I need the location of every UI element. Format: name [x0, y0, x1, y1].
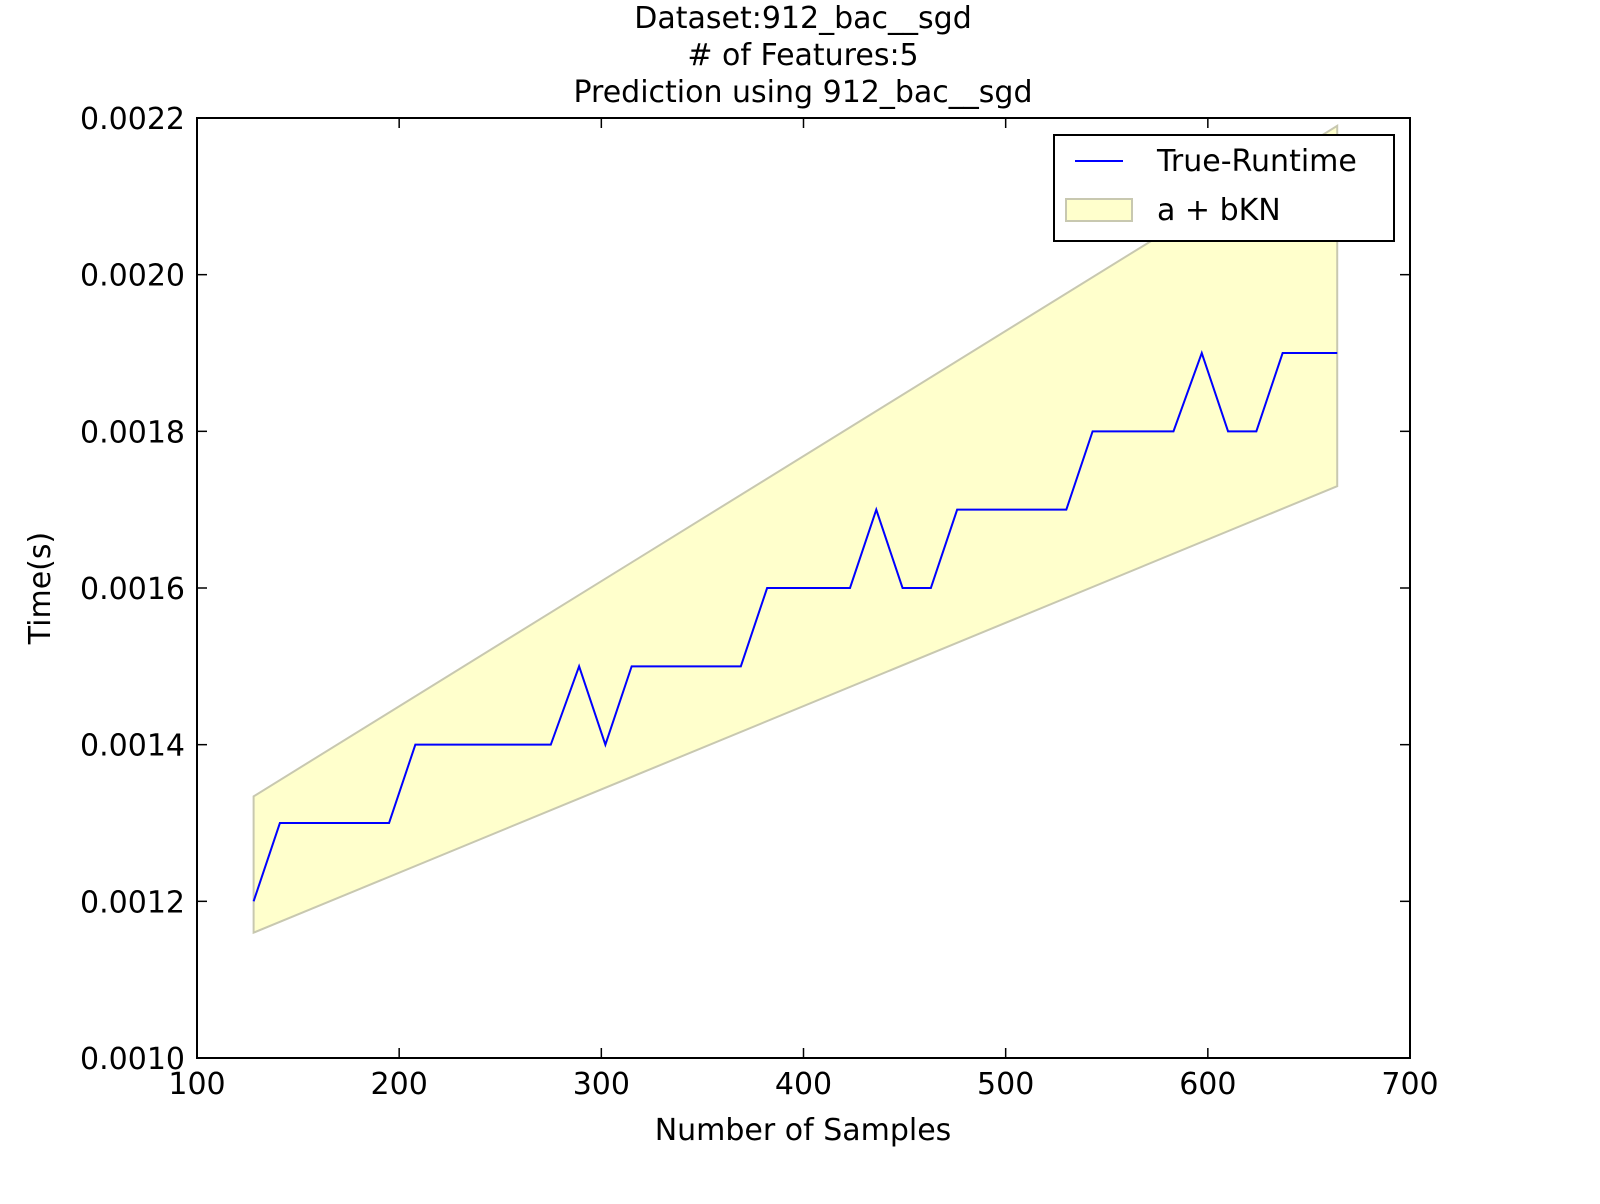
x-tick-label: 700: [1381, 1067, 1438, 1102]
x-tick-label: 600: [1179, 1067, 1236, 1102]
y-tick-label: 0.0010: [80, 1042, 185, 1077]
y-tick-label: 0.0020: [80, 259, 185, 294]
y-tick-label: 0.0014: [80, 729, 185, 764]
x-tick-label: 200: [371, 1067, 428, 1102]
x-tick-label: 500: [977, 1067, 1034, 1102]
legend-label-band: a + bKN: [1157, 193, 1281, 228]
y-axis-label: Time(s): [23, 532, 58, 645]
y-tick-label: 0.0012: [80, 885, 185, 920]
x-tick-label: 400: [775, 1067, 832, 1102]
plot-area: [197, 118, 1410, 1058]
legend-label-true-runtime: True-Runtime: [1156, 144, 1357, 179]
legend: True-Runtime a + bKN: [1054, 135, 1394, 241]
title-line-prediction: Prediction using 912_bac__sgd: [573, 75, 1032, 110]
y-tick-label: 0.0016: [80, 572, 185, 607]
title-line-dataset: Dataset:912_bac__sgd: [634, 1, 972, 36]
y-tick-label: 0.0018: [80, 415, 185, 450]
x-tick-label: 300: [573, 1067, 630, 1102]
legend-swatch-band: [1066, 199, 1132, 221]
x-axis-label: Number of Samples: [655, 1113, 952, 1148]
y-tick-label: 0.0022: [80, 102, 185, 137]
title-line-features: # of Features:5: [687, 38, 918, 73]
